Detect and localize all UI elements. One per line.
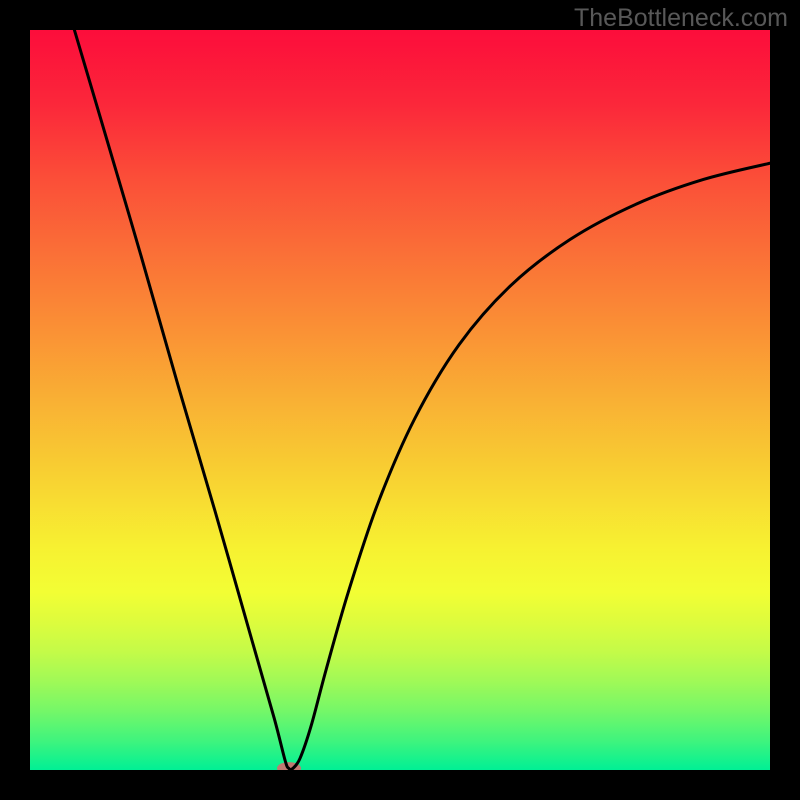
chart-frame: TheBottleneck.com	[0, 0, 800, 800]
watermark-text: TheBottleneck.com	[574, 4, 788, 33]
gradient-background	[30, 30, 770, 770]
bottleneck-chart	[0, 0, 800, 800]
